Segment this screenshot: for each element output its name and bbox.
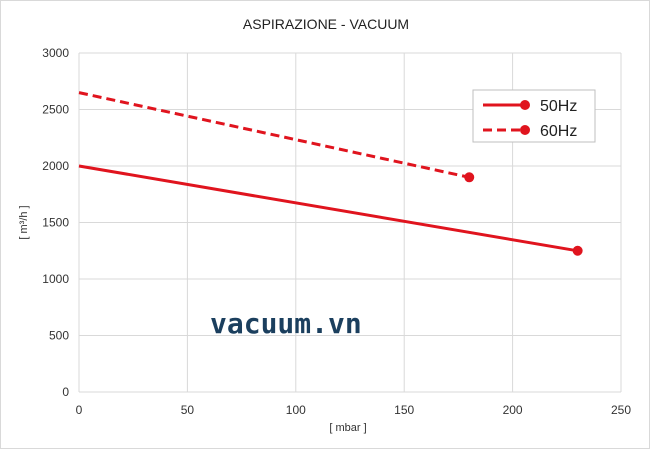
x-tick-label: 150 [394, 403, 414, 417]
y-tick-label: 2000 [42, 159, 69, 173]
legend-marker-50hz [520, 100, 530, 110]
watermark: vacuum.vn [210, 307, 362, 340]
y-tick-label: 3000 [42, 46, 69, 60]
y-tick-label: 1500 [42, 216, 69, 230]
legend: 50Hz 60Hz [472, 89, 596, 143]
x-axis-title: [ mbar ] [329, 422, 366, 434]
y-axis-title: [ m³/h ] [18, 205, 30, 239]
y-tick-label: 1000 [42, 272, 69, 286]
y-tick-label: 0 [62, 385, 69, 399]
y-axis-ticks: 0 500 1000 1500 2000 2500 3000 [42, 46, 69, 399]
chart-title: ASPIRAZIONE - VACUUM [243, 16, 409, 32]
x-tick-label: 250 [611, 403, 631, 417]
legend-label-50hz: 50Hz [540, 98, 577, 115]
x-tick-label: 200 [503, 403, 523, 417]
x-tick-label: 0 [76, 403, 83, 417]
series-line-50hz [78, 164, 578, 253]
y-tick-label: 500 [49, 329, 69, 343]
legend-label-60hz: 60Hz [540, 123, 577, 140]
x-axis-ticks: 0 50 100 150 200 250 [76, 403, 632, 417]
series-layer [78, 91, 583, 256]
series-line-60hz [78, 91, 470, 179]
legend-box [472, 89, 596, 143]
series-point-50hz [572, 245, 583, 256]
series-point-60hz [464, 172, 475, 183]
y-tick-label: 2500 [42, 103, 69, 117]
x-tick-label: 100 [286, 403, 306, 417]
x-tick-label: 50 [181, 403, 195, 417]
legend-marker-60hz [520, 125, 530, 135]
